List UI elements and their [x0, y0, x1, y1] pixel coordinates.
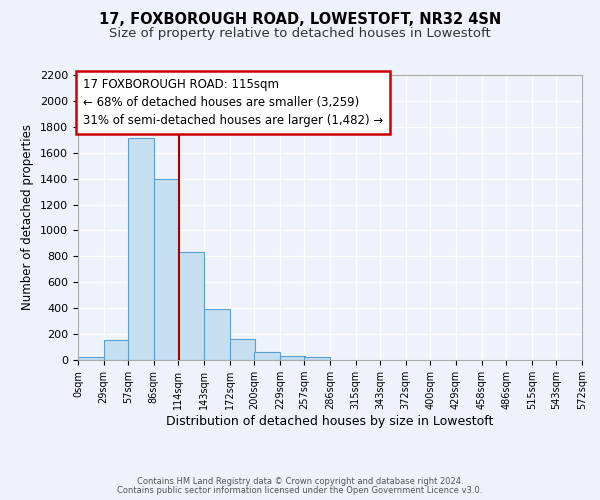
- Bar: [178, 252, 204, 360]
- Text: Contains HM Land Registry data © Crown copyright and database right 2024.: Contains HM Land Registry data © Crown c…: [137, 477, 463, 486]
- Bar: [254, 352, 280, 360]
- Bar: [128, 138, 154, 360]
- Bar: [78, 358, 104, 360]
- Text: 17, FOXBOROUGH ROAD, LOWESTOFT, NR32 4SN: 17, FOXBOROUGH ROAD, LOWESTOFT, NR32 4SN: [99, 12, 501, 28]
- Bar: [204, 310, 230, 360]
- Text: Size of property relative to detached houses in Lowestoft: Size of property relative to detached ho…: [109, 28, 491, 40]
- Bar: [154, 178, 179, 360]
- X-axis label: Distribution of detached houses by size in Lowestoft: Distribution of detached houses by size …: [166, 415, 494, 428]
- Bar: [104, 340, 129, 360]
- Text: Contains public sector information licensed under the Open Government Licence v3: Contains public sector information licen…: [118, 486, 482, 495]
- Bar: [304, 357, 330, 360]
- Text: 17 FOXBOROUGH ROAD: 115sqm
← 68% of detached houses are smaller (3,259)
31% of s: 17 FOXBOROUGH ROAD: 115sqm ← 68% of deta…: [83, 78, 383, 127]
- Bar: [280, 356, 305, 360]
- Bar: [230, 338, 255, 360]
- Y-axis label: Number of detached properties: Number of detached properties: [22, 124, 34, 310]
